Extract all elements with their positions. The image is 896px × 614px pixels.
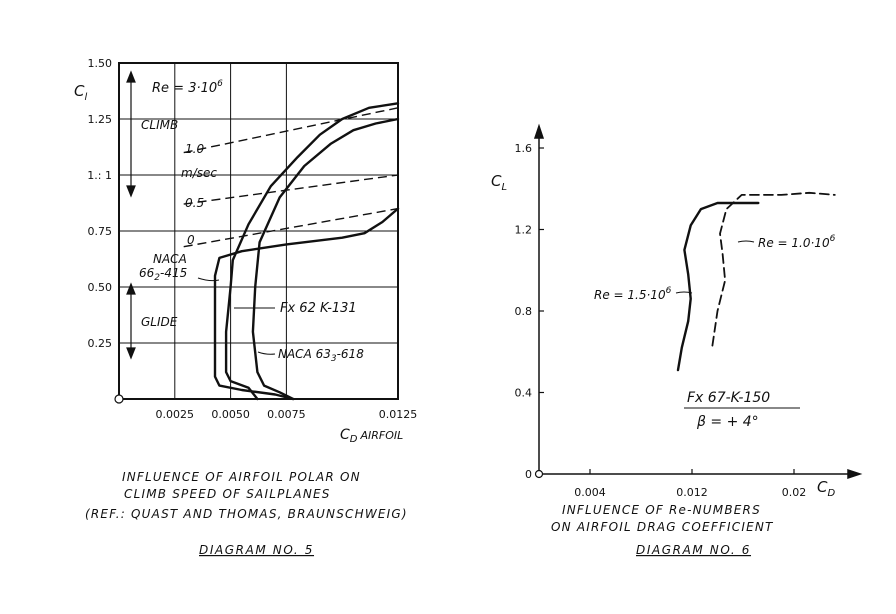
diagram-5-polar-curves <box>213 102 400 401</box>
diagram-5-glide-range-arrow <box>126 282 136 360</box>
diagram-6-y-tick-label: 0.4 <box>515 387 533 400</box>
diagram-5-series-label-naca66: NACA <box>153 252 187 266</box>
diagram-5-climb-label: CLIMB <box>141 118 178 132</box>
diagram-5-caption-line-1: INFLUENCE OF AIRFOIL POLAR ON <box>122 470 361 484</box>
diagram-5-climb-rate-line <box>183 207 399 248</box>
diagram-5-series-label-naca66-designation: 662-415 <box>139 266 187 283</box>
diagram-5-leader-naca63 <box>257 351 276 355</box>
diagram-6-series-label-re-1-5: Re = 1.5·106 <box>594 286 672 302</box>
diagram-6-y-tick-label: 0 <box>525 468 532 481</box>
diagram-5-grid <box>119 63 398 399</box>
diagram-5-climb-rate-unit: m/sec <box>181 166 217 180</box>
diagram-5-caption-line-3: (REF.: QUAST AND THOMAS, BRAUNSCHWEIG) <box>85 507 408 521</box>
diagram-5-origin-marker <box>114 394 124 404</box>
diagram-6-airfoil-label: Fx 67-K-150 <box>687 390 770 406</box>
diagram-6-series-label-re-1-0: Re = 1.0·106 <box>758 234 836 250</box>
diagram-6-x-tick-label: 0.02 <box>782 486 807 499</box>
diagram-5-polar-curve <box>224 102 400 401</box>
diagram-5-caption-line-2: CLIMB SPEED OF SAILPLANES <box>124 487 331 501</box>
diagram-6-y-tick-label: 0.8 <box>515 305 533 318</box>
diagram-6-y-tick-label: 1.6 <box>515 142 533 155</box>
diagram-6-x-tick-labels: 0.004 0.012 0.02 <box>574 469 806 499</box>
diagram-6-leader-re-1-5 <box>675 291 693 294</box>
diagram-6-caption-line-1: INFLUENCE OF Re-NUMBERS <box>562 503 761 517</box>
diagram-5-polar-curve <box>213 207 400 401</box>
diagram-6-x-tick-label: 0.004 <box>574 486 606 499</box>
diagram-5-leader-naca66 <box>197 277 220 282</box>
diagram-5-y-tick-label: 1.25 <box>88 113 113 126</box>
diagram-6-origin-marker <box>534 469 544 479</box>
diagram-5-climb-rate-1-0: 1.0 <box>185 142 204 156</box>
diagram-5-y-tick-label: 1.: 1 <box>87 169 112 182</box>
diagram-5-x-tick-label: 0.0050 <box>211 408 250 421</box>
diagram-6-axes <box>533 123 863 480</box>
diagram-5-y-tick-label: 0.75 <box>88 225 113 238</box>
diagram-5-x-tick-labels: 0.0025 0.0050 0.0075 0.0125 <box>156 408 418 421</box>
diagram-6-chart: 0 0.4 0.8 1.2 1.6 0.004 0.012 0.02 CL CD Re = … <box>491 123 863 557</box>
diagram-5-climb-rate-line <box>183 107 399 154</box>
diagram-5-series-label-naca63: NACA 633-618 <box>278 347 364 364</box>
diagram-5-reynolds-label: Re = 3·106 <box>152 79 223 96</box>
diagram-5-y-axis-label: Cl <box>74 82 87 103</box>
diagram-6-drag-curve <box>711 191 836 347</box>
diagram-5-series-label-fx62: Fx 62 K-131 <box>280 301 357 316</box>
diagram-6-drag-curve <box>676 201 760 372</box>
diagram-5-number-label: DIAGRAM NO. 5 <box>199 543 314 557</box>
diagram-6-y-axis-label: CL <box>491 172 507 193</box>
diagram-6-x-tick-label: 0.012 <box>676 486 708 499</box>
diagram-6-beta-label: β = + 4° <box>696 414 759 430</box>
diagram-5-x-tick-label: 0.0075 <box>267 408 306 421</box>
diagram-5-x-tick-label: 0.0125 <box>379 408 418 421</box>
diagram-5-y-tick-label: 0.50 <box>88 281 113 294</box>
diagram-5-climb-range-arrow <box>126 70 136 198</box>
diagram-5-climb-rate-0: 0 <box>187 233 195 247</box>
diagram-6-x-axis-label: CD <box>817 478 835 499</box>
diagram-5-y-tick-labels: 0.25 0.50 0.75 1.: 1 1.25 1.50 <box>87 57 112 350</box>
diagram-5-climb-rate-0-5: 0.5 <box>185 196 204 210</box>
diagram-6-number-label: DIAGRAM NO. 6 <box>636 543 751 557</box>
diagram-5-x-tick-label: 0.0025 <box>156 408 195 421</box>
diagram-5-polar-curve <box>251 117 400 401</box>
diagram-5-climb-rate-line <box>183 174 399 205</box>
diagram-6-y-tick-labels: 0 0.4 0.8 1.2 1.6 <box>515 142 544 481</box>
diagram-5-glide-label: GLIDE <box>141 315 178 329</box>
diagram-6-y-tick-label: 1.2 <box>515 224 533 237</box>
diagram-6-leader-re-1-0 <box>737 240 755 243</box>
diagram-5-y-tick-label: 1.50 <box>88 57 113 70</box>
diagram-5-y-tick-label: 0.25 <box>88 337 113 350</box>
diagram-5-climb-rate-lines <box>183 107 399 248</box>
diagram-6-caption-line-2: ON AIRFOIL DRAG COEFFICIENT <box>551 520 774 534</box>
diagram-6-drag-curves <box>676 191 836 372</box>
diagram-5-x-axis-label: CD AIRFOIL <box>340 427 403 445</box>
diagram-5-chart: 0.250.500.751.: 11.251.50 0.0025 0.0050 0.… <box>74 57 417 557</box>
